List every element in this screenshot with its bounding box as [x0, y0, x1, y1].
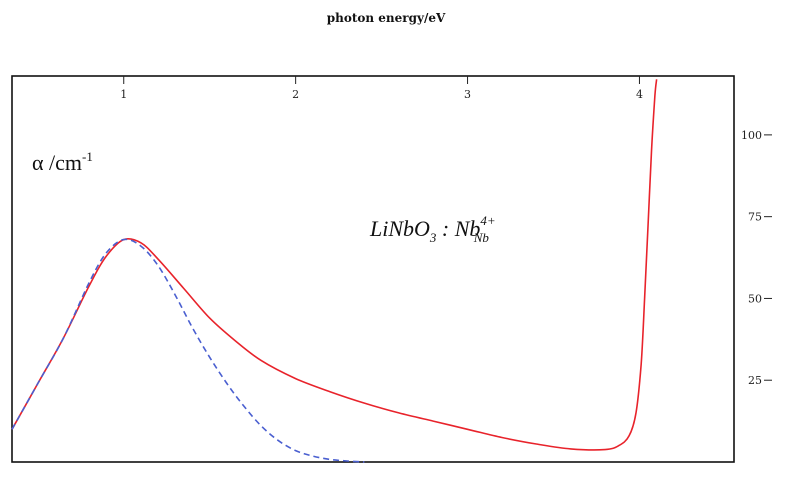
series-line-solid	[11, 79, 658, 451]
y-axis-label-sup: -1	[82, 149, 93, 164]
y-tick-label: 50	[748, 292, 762, 305]
y-ticks: 25 50 75 100	[741, 129, 772, 387]
material-annotation: LiNbO3 : Nb4+ Nb	[369, 213, 496, 245]
x-ticks: 1 2 3 4	[120, 76, 643, 101]
annotation-sup: 4+	[480, 213, 495, 228]
y-tick-label: 75	[748, 211, 762, 224]
x-tick-label: 3	[464, 88, 471, 101]
x-tick-label: 2	[292, 88, 299, 101]
y-axis-label: α /cm-1	[32, 149, 93, 175]
annotation-base: LiNbO	[369, 216, 430, 241]
y-axis-label-main: α /cm	[32, 150, 82, 175]
x-tick-label: 4	[636, 88, 643, 101]
plot-frame	[11, 75, 735, 463]
y-tick-label: 25	[748, 374, 762, 387]
x-tick-label: 1	[120, 88, 127, 101]
annotation-mid: : Nb	[436, 216, 480, 241]
annotation-sub: Nb	[473, 230, 490, 245]
series-layer	[11, 79, 658, 463]
y-tick-label: 100	[741, 129, 762, 142]
x-axis-label: photon energy/eV	[327, 11, 446, 25]
annotation-base-sub: 3	[429, 230, 437, 245]
series-line-dashed	[11, 238, 365, 463]
